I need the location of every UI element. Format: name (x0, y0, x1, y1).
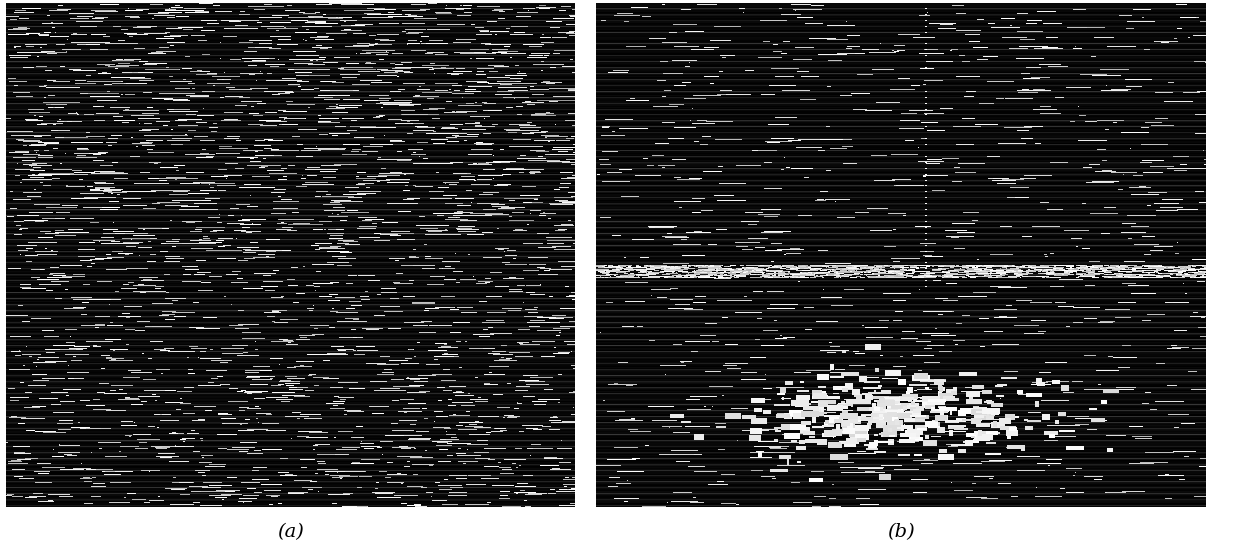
Text: (a): (a) (278, 523, 304, 541)
Text: (b): (b) (888, 523, 915, 541)
